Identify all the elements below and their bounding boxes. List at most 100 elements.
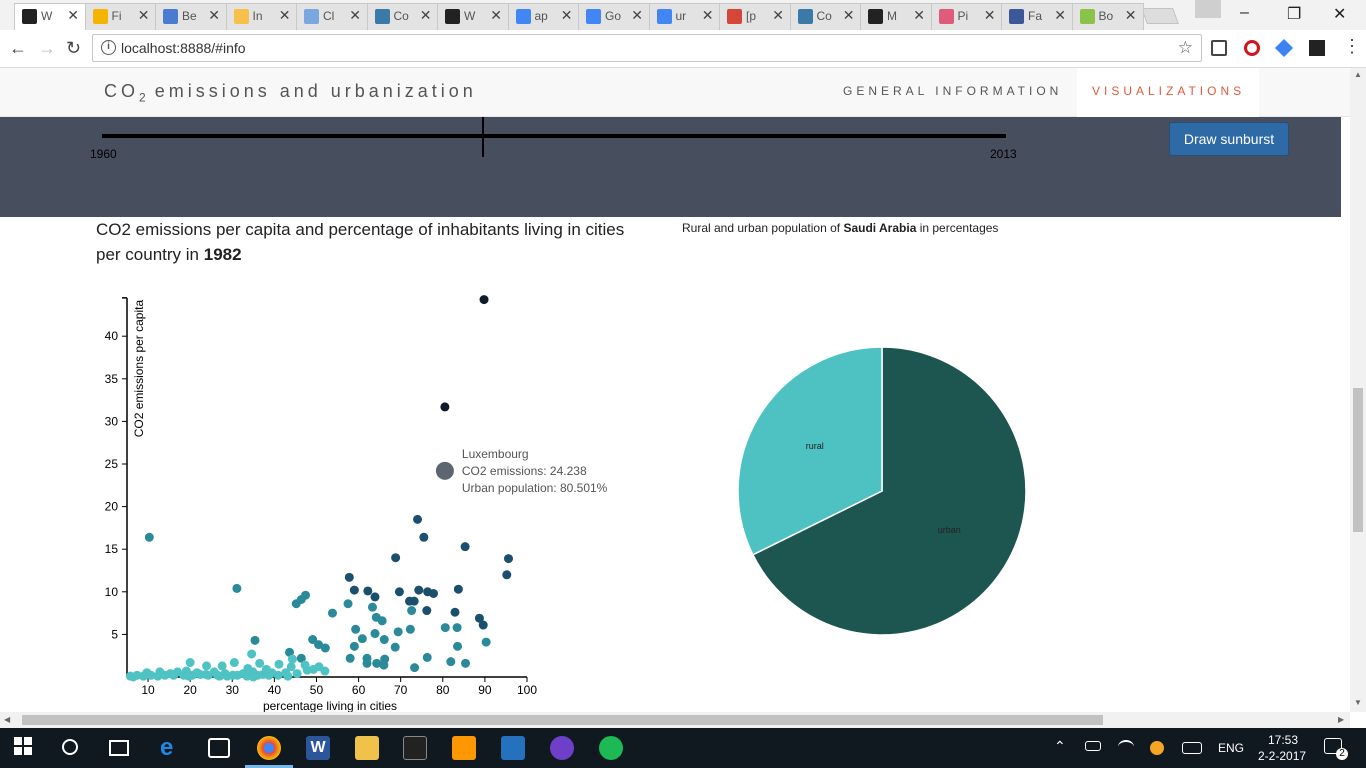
close-window-icon[interactable]: ✕ <box>1333 6 1347 23</box>
scatter-point[interactable] <box>247 649 257 659</box>
tab-close-icon[interactable]: ✕ <box>983 7 996 23</box>
scatter-point[interactable] <box>409 596 419 606</box>
scatter-point[interactable] <box>429 589 439 599</box>
scatter-point[interactable] <box>144 532 154 542</box>
scatter-point[interactable] <box>357 634 367 644</box>
scatter-point[interactable] <box>479 295 489 305</box>
scatter-point[interactable] <box>255 658 265 668</box>
browser-tab[interactable]: Co ✕ <box>789 3 862 30</box>
notifications-icon[interactable] <box>1324 738 1342 754</box>
word-icon[interactable]: W <box>306 736 330 760</box>
github-desktop-icon[interactable] <box>550 736 574 760</box>
info-icon[interactable]: i <box>101 40 116 55</box>
store-icon[interactable] <box>208 738 230 758</box>
timeline-slider-track[interactable] <box>102 134 1006 138</box>
browser-tab[interactable]: ap ✕ <box>507 3 580 30</box>
scatter-point[interactable] <box>391 553 401 563</box>
highlighted-point[interactable] <box>435 461 454 480</box>
tab-close-icon[interactable]: ✕ <box>278 7 291 23</box>
scatter-point[interactable] <box>453 641 463 651</box>
cast-icon[interactable] <box>1211 40 1227 56</box>
tab-close-icon[interactable]: ✕ <box>419 7 432 23</box>
scatter-point[interactable] <box>274 659 284 669</box>
scatter-point[interactable] <box>287 654 297 664</box>
scatter-point[interactable] <box>285 647 295 657</box>
scatter-point[interactable] <box>446 657 456 667</box>
spotify-icon[interactable] <box>599 736 623 760</box>
scatter-point[interactable] <box>349 585 359 595</box>
scatter-point[interactable] <box>503 554 513 564</box>
nav-general-information[interactable]: GENERAL INFORMATION <box>843 84 1063 98</box>
scatter-point[interactable] <box>320 666 330 676</box>
keyboard-icon[interactable] <box>1182 742 1202 754</box>
reload-icon[interactable]: ↻ <box>66 38 82 58</box>
wifi-icon[interactable] <box>1118 740 1134 754</box>
timeline-slider-handle[interactable] <box>482 117 484 157</box>
file-explorer-icon[interactable] <box>355 736 379 760</box>
scatter-point[interactable] <box>217 661 227 671</box>
pie-slice-rural[interactable] <box>737 346 883 556</box>
scatter-point[interactable] <box>222 671 232 681</box>
weather-icon[interactable] <box>1150 741 1164 755</box>
scatter-point[interactable] <box>478 620 488 630</box>
new-tab-button[interactable] <box>1141 8 1179 24</box>
scatter-point[interactable] <box>292 669 302 679</box>
scatter-point[interactable] <box>414 585 424 595</box>
horizontal-scrollbar[interactable]: ◀ ▶ <box>0 712 1350 728</box>
scatter-point[interactable] <box>379 635 389 645</box>
browser-tab[interactable]: Fi ✕ <box>84 3 157 30</box>
opera-icon[interactable] <box>1244 40 1260 56</box>
scatter-point[interactable] <box>502 570 512 580</box>
scatter-point[interactable] <box>291 599 301 609</box>
horizontal-scroll-thumb[interactable] <box>22 715 1103 725</box>
site-brand[interactable]: CO2 emissions and urbanization <box>104 81 477 105</box>
scatter-point[interactable] <box>250 635 260 645</box>
profile-icon[interactable] <box>1195 0 1221 18</box>
scatter-point[interactable] <box>419 532 429 542</box>
battery-icon[interactable] <box>1085 741 1101 751</box>
scatter-point[interactable] <box>184 671 194 681</box>
nav-visualizations[interactable]: VISUALIZATIONS <box>1077 68 1259 117</box>
scatter-point[interactable] <box>128 672 138 682</box>
scatter-point[interactable] <box>169 670 179 680</box>
scatter-point[interactable] <box>185 658 195 668</box>
edge-icon[interactable]: e <box>160 734 174 761</box>
windows-start-icon[interactable] <box>13 736 37 760</box>
draw-sunburst-button[interactable]: Draw sunburst <box>1169 122 1289 156</box>
scatter-point[interactable] <box>203 670 213 680</box>
extension-icon[interactable] <box>1274 38 1294 58</box>
scatter-point[interactable] <box>248 672 258 682</box>
browser-tab[interactable]: Be ✕ <box>155 3 227 30</box>
scatter-point[interactable] <box>283 671 293 681</box>
clock-time[interactable]: 17:53 <box>1268 733 1299 747</box>
scatter-point[interactable] <box>301 590 311 600</box>
scatter-point[interactable] <box>440 623 450 633</box>
scatter-point[interactable] <box>413 514 423 524</box>
forward-icon[interactable]: → <box>38 38 56 58</box>
scatter-point[interactable] <box>461 658 471 668</box>
scatter-point[interactable] <box>314 640 324 650</box>
tab-close-icon[interactable]: ✕ <box>490 7 502 23</box>
tab-close-icon[interactable]: ✕ <box>1124 7 1137 23</box>
language-indicator[interactable]: ENG <box>1218 741 1245 755</box>
scatter-point[interactable] <box>229 658 239 668</box>
scatter-point[interactable] <box>474 613 484 623</box>
scatter-point[interactable] <box>273 670 283 680</box>
tab-close-icon[interactable]: ✕ <box>913 7 925 23</box>
terminal-icon[interactable] <box>403 736 427 760</box>
browser-tab[interactable]: Go ✕ <box>578 3 650 30</box>
scatter-point[interactable] <box>372 658 382 668</box>
scatter-point[interactable] <box>146 670 156 680</box>
powershell-icon[interactable] <box>501 736 525 760</box>
scatter-point[interactable] <box>362 658 372 668</box>
scatter-point[interactable] <box>349 641 359 651</box>
scatter-point[interactable] <box>405 624 415 634</box>
clock-date[interactable]: 2-2-2017 <box>1258 749 1307 763</box>
browser-tab[interactable]: M ✕ <box>860 3 932 30</box>
scatter-point[interactable] <box>481 637 491 647</box>
scatter-point[interactable] <box>309 664 319 674</box>
tab-close-icon[interactable]: ✕ <box>701 7 714 23</box>
tab-close-icon[interactable]: ✕ <box>208 7 220 23</box>
pie-slice-urban[interactable] <box>751 346 1027 636</box>
scatter-point[interactable] <box>344 572 354 582</box>
